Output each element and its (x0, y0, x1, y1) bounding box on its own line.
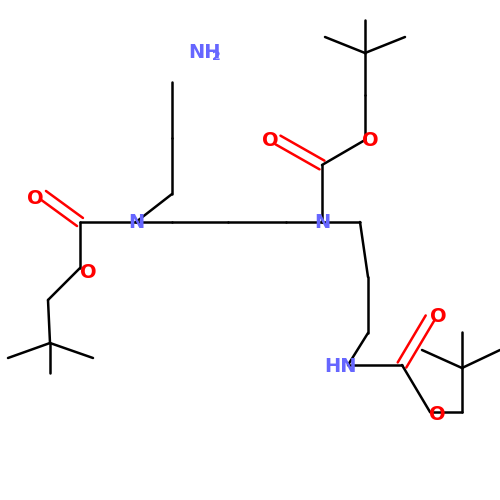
Text: N: N (128, 212, 144, 232)
Text: NH: NH (188, 44, 220, 62)
Text: 2: 2 (212, 50, 220, 62)
Text: N: N (314, 212, 330, 232)
Text: O: O (80, 262, 96, 281)
Text: O: O (262, 130, 278, 150)
Text: HN: HN (324, 358, 356, 376)
Text: O: O (26, 188, 44, 208)
Text: O: O (428, 406, 446, 424)
Text: O: O (362, 130, 378, 150)
Text: O: O (430, 306, 446, 326)
